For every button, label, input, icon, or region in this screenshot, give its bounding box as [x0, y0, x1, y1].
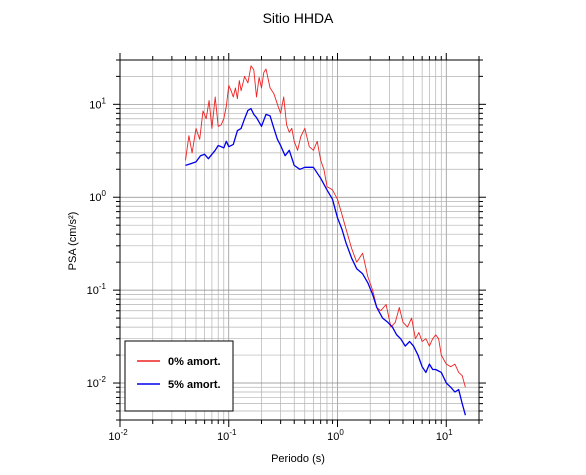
- y-axis-label: PSA (cm/s²): [67, 212, 79, 271]
- x-tick-label: 10-1: [217, 428, 237, 443]
- series-group: [185, 65, 467, 416]
- y-tick-labels: 10-2 10-1 100 101: [87, 96, 107, 390]
- series-line-1: [185, 107, 467, 416]
- x-tick-label: 101: [436, 428, 453, 443]
- axis-ticks: [113, 53, 486, 427]
- y-tick-label: 10-1: [87, 282, 107, 297]
- legend: 0% amort. 5% amort.: [124, 340, 234, 412]
- y-tick-label: 101: [89, 96, 106, 111]
- x-axis-label: Periodo (s): [271, 453, 325, 465]
- series-line-0: [185, 65, 466, 388]
- x-tick-label: 100: [327, 428, 344, 443]
- grid: [119, 59, 480, 421]
- plot-frame: [119, 59, 480, 421]
- chart-title: Sitio HHDA: [263, 10, 334, 26]
- legend-label-0: 0% amort.: [168, 356, 221, 368]
- legend-label-1: 5% amort.: [168, 379, 221, 391]
- legend-entry: 0% amort.: [137, 356, 221, 368]
- y-tick-label: 100: [89, 189, 106, 204]
- x-tick-label: 10-2: [108, 428, 128, 443]
- y-tick-label: 10-2: [87, 375, 107, 390]
- x-tick-labels: 10-2 10-1 100 101: [108, 428, 453, 443]
- legend-entry: 5% amort.: [137, 379, 221, 391]
- legend-box: [124, 340, 234, 412]
